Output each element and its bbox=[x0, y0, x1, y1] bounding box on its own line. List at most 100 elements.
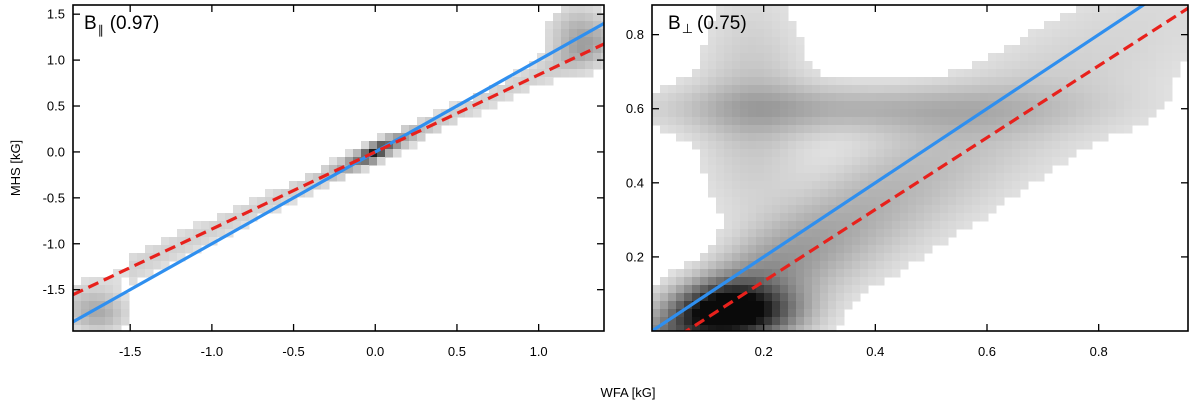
heatmap-cell bbox=[908, 237, 917, 246]
heatmap-cell bbox=[996, 109, 1005, 118]
heatmap-cell bbox=[764, 205, 773, 214]
heatmap-cell bbox=[860, 173, 869, 182]
heatmap-cell bbox=[1036, 53, 1045, 62]
heatmap-cell bbox=[788, 181, 797, 190]
heatmap-cell bbox=[1068, 117, 1077, 126]
heatmap-cell bbox=[820, 229, 829, 238]
heatmap-cell bbox=[305, 173, 314, 182]
heatmap-cell bbox=[732, 101, 741, 110]
heatmap-cell bbox=[1076, 21, 1085, 30]
heatmap-cell bbox=[716, 77, 725, 86]
heatmap-cell bbox=[900, 205, 909, 214]
x-axis-title: WFA [kG] bbox=[601, 385, 656, 400]
heatmap-cell bbox=[1180, 21, 1188, 30]
heatmap-cell bbox=[860, 77, 869, 86]
heatmap-cell bbox=[1004, 45, 1013, 54]
heatmap-cell bbox=[748, 309, 757, 318]
heatmap-cell bbox=[828, 229, 837, 238]
heatmap-cell bbox=[852, 221, 861, 230]
heatmap-cell bbox=[585, 21, 594, 30]
heatmap-cell bbox=[81, 301, 90, 310]
heatmap-cell bbox=[716, 165, 725, 174]
heatmap-cell bbox=[660, 125, 669, 134]
heatmap-cell bbox=[1108, 101, 1117, 110]
heatmap-cell bbox=[796, 181, 805, 190]
heatmap-cell bbox=[764, 181, 773, 190]
heatmap-cell bbox=[804, 301, 813, 310]
heatmap-cell bbox=[748, 149, 757, 158]
heatmap-cell bbox=[401, 141, 410, 150]
heatmap-cell bbox=[932, 221, 941, 230]
heatmap-cell bbox=[796, 141, 805, 150]
heatmap-cell bbox=[852, 173, 861, 182]
heatmap-cell bbox=[1060, 149, 1069, 158]
heatmap-cell bbox=[561, 53, 570, 62]
heatmap-cell bbox=[561, 45, 570, 54]
heatmap-cell bbox=[684, 101, 693, 110]
heatmap-cell bbox=[756, 325, 765, 331]
heatmap-cell bbox=[860, 253, 869, 262]
heatmap-cell bbox=[884, 141, 893, 150]
heatmap-cell bbox=[593, 21, 602, 30]
heatmap-cell bbox=[577, 53, 586, 62]
heatmap-cell bbox=[529, 61, 538, 70]
heatmap-cell bbox=[1004, 165, 1013, 174]
heatmap-cell bbox=[948, 149, 957, 158]
heatmap-cell bbox=[908, 157, 917, 166]
heatmap-cell bbox=[305, 189, 314, 198]
heatmap-cell bbox=[700, 109, 709, 118]
heatmap-cell bbox=[916, 77, 925, 86]
heatmap-cell bbox=[676, 93, 685, 102]
heatmap-cell bbox=[756, 69, 765, 78]
heatmap-cell bbox=[113, 317, 122, 326]
heatmap-cell bbox=[1108, 125, 1117, 134]
heatmap-cell bbox=[1036, 109, 1045, 118]
heatmap-cell bbox=[1132, 21, 1141, 30]
heatmap-cell bbox=[1044, 109, 1053, 118]
heatmap-cell bbox=[892, 205, 901, 214]
heatmap-cell bbox=[780, 29, 789, 38]
heatmap-cell bbox=[932, 85, 941, 94]
heatmap-cell bbox=[748, 269, 757, 278]
heatmap-cell bbox=[852, 125, 861, 134]
heatmap-cell bbox=[756, 301, 765, 310]
heatmap-cell bbox=[924, 197, 933, 206]
heatmap-cell bbox=[1012, 189, 1021, 198]
plot-frame-b-parallel bbox=[72, 4, 605, 332]
heatmap-cell bbox=[393, 133, 402, 142]
heatmap-cell bbox=[836, 293, 845, 302]
heatmap-cell bbox=[377, 157, 386, 166]
heatmap-cell bbox=[708, 125, 717, 134]
heatmap-cell bbox=[337, 173, 346, 182]
heatmap-cell bbox=[1012, 53, 1021, 62]
heatmap-cell bbox=[1068, 125, 1077, 134]
x-tick-label: -1.0 bbox=[201, 344, 223, 359]
heatmap-cell bbox=[756, 29, 765, 38]
heatmap-cell bbox=[740, 181, 749, 190]
heatmap-cell bbox=[884, 213, 893, 222]
y-tick-label: 0.8 bbox=[626, 27, 644, 42]
heatmap-cell bbox=[820, 189, 829, 198]
heatmap-cell bbox=[828, 93, 837, 102]
heatmap-cell bbox=[1004, 117, 1013, 126]
heatmap-cell bbox=[740, 109, 749, 118]
heatmap-cell bbox=[956, 69, 965, 78]
y-tick-label: 0.2 bbox=[626, 249, 644, 264]
heatmap-cell bbox=[852, 85, 861, 94]
heatmap-cell bbox=[908, 189, 917, 198]
heatmap-cell bbox=[449, 117, 458, 126]
heatmap-cell bbox=[964, 197, 973, 206]
heatmap-cell bbox=[1004, 125, 1013, 134]
heatmap-cell bbox=[884, 269, 893, 278]
heatmap-cell bbox=[844, 101, 853, 110]
heatmap-cell bbox=[868, 269, 877, 278]
heatmap-cell bbox=[828, 117, 837, 126]
heatmap-cell bbox=[812, 77, 821, 86]
heatmap-cell bbox=[1012, 141, 1021, 150]
heatmap-cell bbox=[561, 61, 570, 70]
heatmap-cell bbox=[1108, 13, 1117, 22]
heatmap-cell bbox=[860, 221, 869, 230]
heatmap-cell bbox=[732, 93, 741, 102]
heatmap-cell bbox=[105, 277, 114, 286]
y-tick-label: -1.5 bbox=[43, 282, 65, 297]
